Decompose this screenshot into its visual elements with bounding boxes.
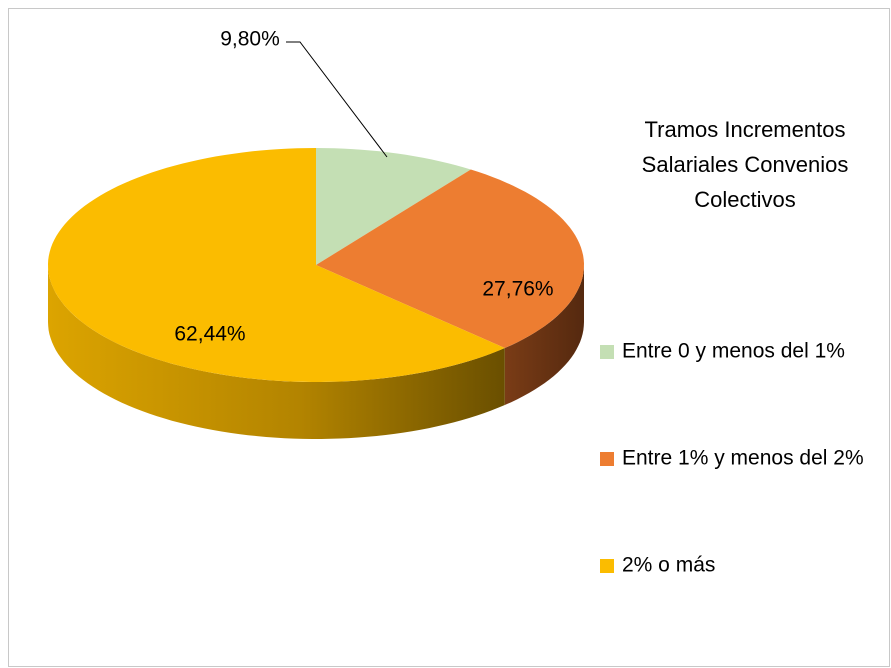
data-label: 62,44% [174, 323, 245, 346]
data-label: 9,80% [220, 28, 280, 51]
legend-swatch [600, 559, 614, 573]
slice [316, 148, 471, 265]
legend-label: Entre 1% y menos del 2% [622, 447, 864, 470]
legend-label: 2% o más [622, 554, 715, 577]
legend-label: Entre 0 y menos del 1% [622, 340, 845, 363]
legend-swatch [600, 345, 614, 359]
legend-swatch [600, 452, 614, 466]
slice-side [504, 265, 584, 405]
chart-border [8, 8, 890, 667]
chart-title: Tramos Incrementos Salariales Convenios … [641, 117, 849, 212]
leader-line [286, 41, 388, 158]
slice-side [48, 265, 505, 439]
slice [48, 148, 505, 382]
data-label: 27,76% [482, 278, 553, 301]
slice [316, 169, 584, 348]
